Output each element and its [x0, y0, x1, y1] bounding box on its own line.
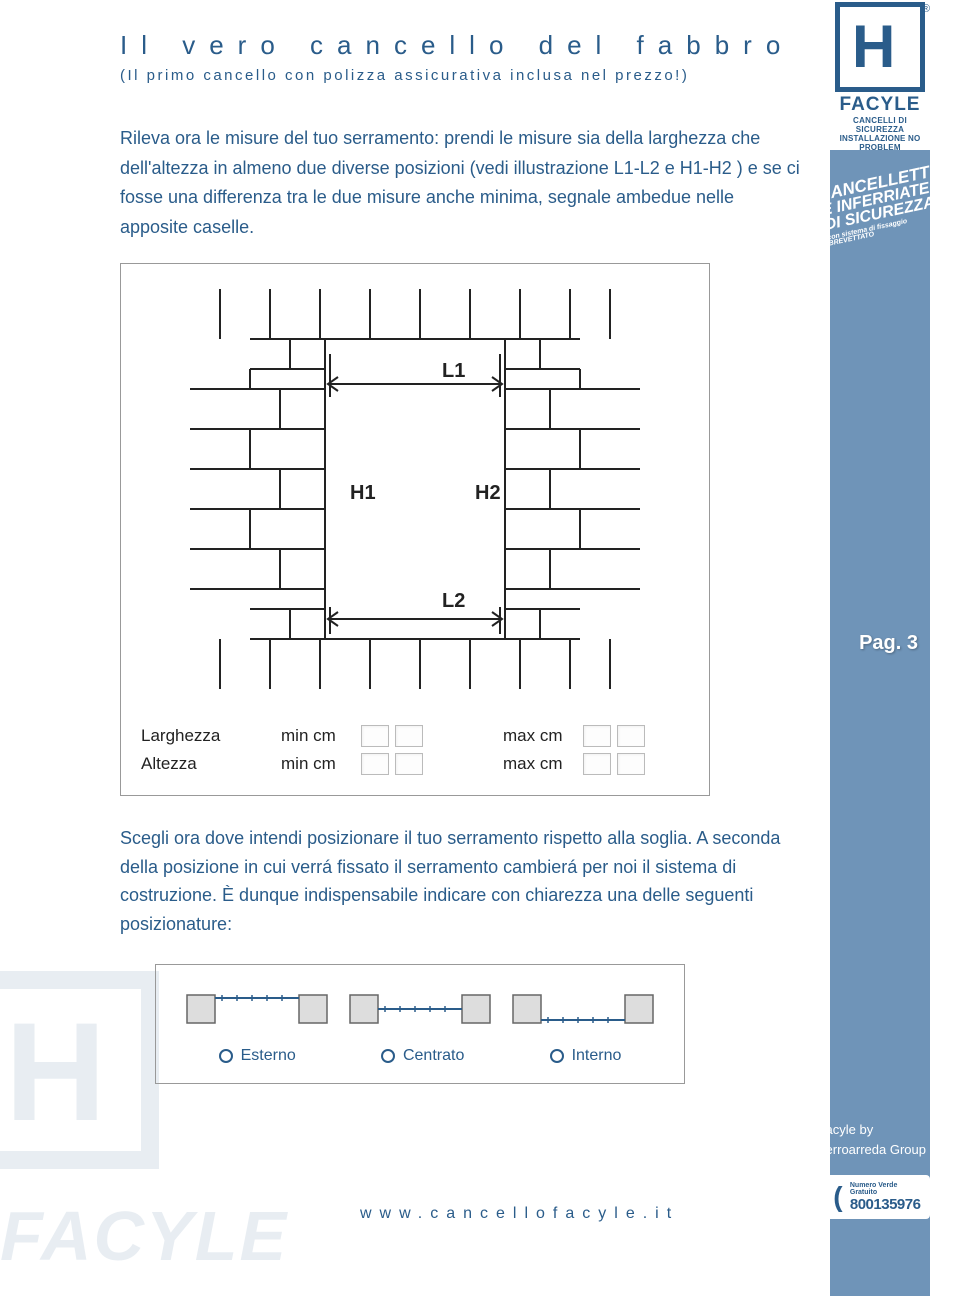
- max-label: max cm: [503, 726, 573, 746]
- radio-centrato[interactable]: Centrato: [381, 1047, 464, 1065]
- position-paragraph: Scegli ora dove intendi posizionare il t…: [120, 824, 800, 939]
- intro-paragraph: Rileva ora le misure del tuo serramento:…: [120, 124, 800, 243]
- radio-icon: [381, 1049, 395, 1063]
- page-number: Pag. 3: [859, 632, 918, 655]
- position-diagram-esterno: [182, 987, 332, 1027]
- position-diagram-interno: [508, 987, 658, 1027]
- max-label: max cm: [503, 754, 573, 774]
- dim-label: Altezza: [141, 754, 271, 774]
- larghezza-min-2[interactable]: [395, 725, 423, 747]
- label-h1: H1: [350, 482, 376, 504]
- company-info: Facyle by Ferroarreda Group: [818, 1120, 926, 1159]
- radio-esterno[interactable]: Esterno: [219, 1047, 296, 1065]
- radio-interno[interactable]: Interno: [550, 1047, 622, 1065]
- radio-label: Centrato: [403, 1047, 464, 1065]
- phone-label: Numero Verde Gratuito: [850, 1182, 926, 1196]
- phone-number: 800135976: [850, 1196, 926, 1213]
- company-line-1: Facyle by: [818, 1120, 926, 1140]
- svg-text:H: H: [5, 993, 106, 1150]
- dim-label: Larghezza: [141, 726, 271, 746]
- radio-label: Esterno: [241, 1047, 296, 1065]
- label-h2: H2: [475, 482, 501, 504]
- phone-icon: (: [829, 1186, 847, 1208]
- brick-opening-diagram: L1 L2 H1 H2: [180, 289, 650, 689]
- page-title: Il vero cancello del fabbro: [120, 30, 800, 61]
- company-line-2: Ferroarreda Group: [818, 1140, 926, 1160]
- larghezza-max-2[interactable]: [617, 725, 645, 747]
- position-diagram-centrato: [345, 987, 495, 1027]
- radio-icon: [550, 1049, 564, 1063]
- registered-mark: ®: [922, 3, 930, 15]
- footer-url: www.cancellofacyle.it: [360, 1205, 679, 1223]
- min-label: min cm: [281, 726, 351, 746]
- svg-text:FACYLE: FACYLE: [0, 1197, 288, 1275]
- altezza-min-2[interactable]: [395, 753, 423, 775]
- phone-badge: ( Numero Verde Gratuito 800135976: [825, 1175, 930, 1219]
- altezza-max-1[interactable]: [583, 753, 611, 775]
- page-subtitle: (Il primo cancello con polizza assicurat…: [120, 67, 800, 84]
- position-selection-box: Esterno Centrato Interno: [155, 964, 685, 1084]
- min-label: min cm: [281, 754, 351, 774]
- larghezza-min-1[interactable]: [361, 725, 389, 747]
- measure-row-larghezza: Larghezza min cm max cm: [141, 725, 689, 747]
- brand-logo: H ® FACYLE CANCELLI DI SICUREZZA INSTALL…: [830, 2, 930, 152]
- label-l2: L2: [442, 590, 465, 612]
- altezza-max-2[interactable]: [617, 753, 645, 775]
- label-l1: L1: [442, 360, 465, 382]
- larghezza-max-1[interactable]: [583, 725, 611, 747]
- radio-label: Interno: [572, 1047, 622, 1065]
- brand-tagline-1: CANCELLI DI SICUREZZA: [830, 116, 930, 134]
- altezza-min-1[interactable]: [361, 753, 389, 775]
- brand-name: FACYLE: [830, 94, 930, 116]
- brand-tagline-2: INSTALLAZIONE NO PROBLEM: [830, 134, 930, 152]
- measure-row-altezza: Altezza min cm max cm: [141, 753, 689, 775]
- radio-icon: [219, 1049, 233, 1063]
- measurement-diagram-box: L1 L2 H1 H2 Larghezza min cm max cm Alte…: [120, 263, 710, 796]
